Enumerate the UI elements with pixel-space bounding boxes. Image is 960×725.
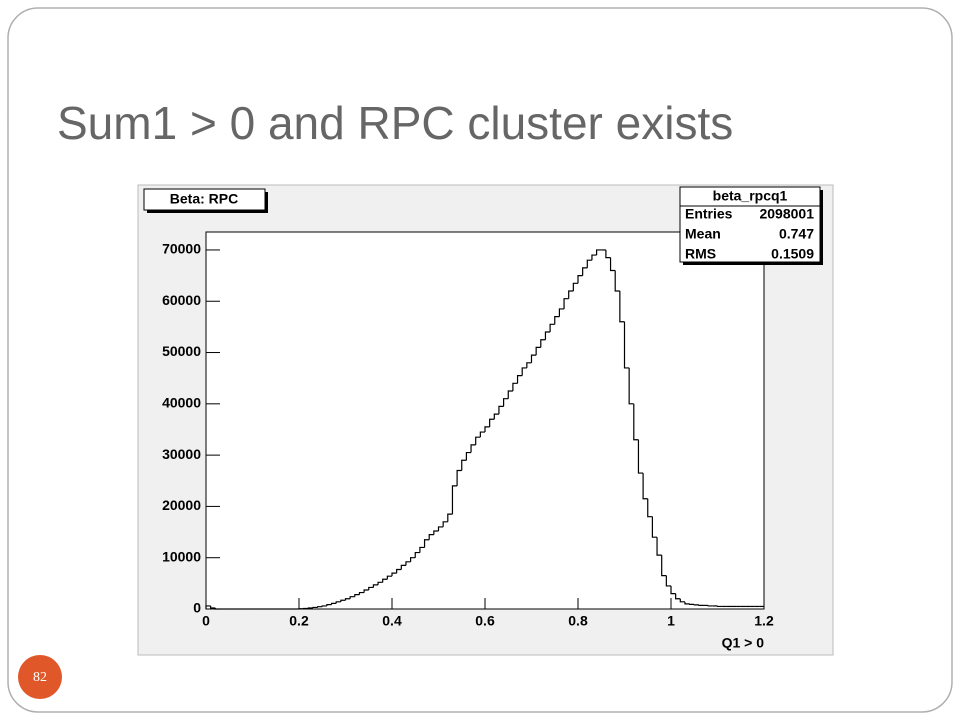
y-tick-label: 50000 xyxy=(162,343,201,359)
x-tick-label: 1.2 xyxy=(754,613,774,629)
stats-label: Mean xyxy=(685,226,721,242)
histogram-bin xyxy=(690,604,695,605)
x-tick-label: 0.6 xyxy=(475,613,495,629)
y-tick-label: 10000 xyxy=(162,548,201,564)
y-tick-label: 0 xyxy=(193,600,201,616)
page-number: 82 xyxy=(33,670,47,685)
chart-title: Beta: RPC xyxy=(170,191,238,207)
histogram-bin xyxy=(718,606,723,607)
x-tick-label: 0.4 xyxy=(382,613,402,629)
histogram-bin xyxy=(694,604,699,605)
x-tick-label: 0.2 xyxy=(289,613,309,629)
stats-title: beta_rpcq1 xyxy=(713,188,788,204)
histogram-bin xyxy=(313,607,318,608)
slide-title: Sum1 > 0 and RPC cluster exists xyxy=(57,97,733,149)
x-tick-label: 0.8 xyxy=(568,613,588,629)
y-tick-label: 70000 xyxy=(162,241,201,257)
stats-value: 0.747 xyxy=(779,226,814,242)
x-axis-label: Q1 > 0 xyxy=(722,635,765,651)
histogram-bin xyxy=(699,605,704,606)
stats-value: 2098001 xyxy=(759,206,814,222)
x-tick-label: 0 xyxy=(202,613,210,629)
y-tick-label: 20000 xyxy=(162,497,201,513)
y-tick-label: 30000 xyxy=(162,446,201,462)
histogram-bin xyxy=(708,605,713,606)
stats-label: RMS xyxy=(685,246,716,262)
stats-value: 0.1509 xyxy=(771,246,814,262)
stats-label: Entries xyxy=(685,206,733,222)
y-tick-label: 40000 xyxy=(162,395,201,411)
plot-frame xyxy=(206,232,764,609)
histogram-bin xyxy=(308,608,313,609)
x-tick-label: 1 xyxy=(667,613,675,629)
y-tick-label: 60000 xyxy=(162,292,201,308)
